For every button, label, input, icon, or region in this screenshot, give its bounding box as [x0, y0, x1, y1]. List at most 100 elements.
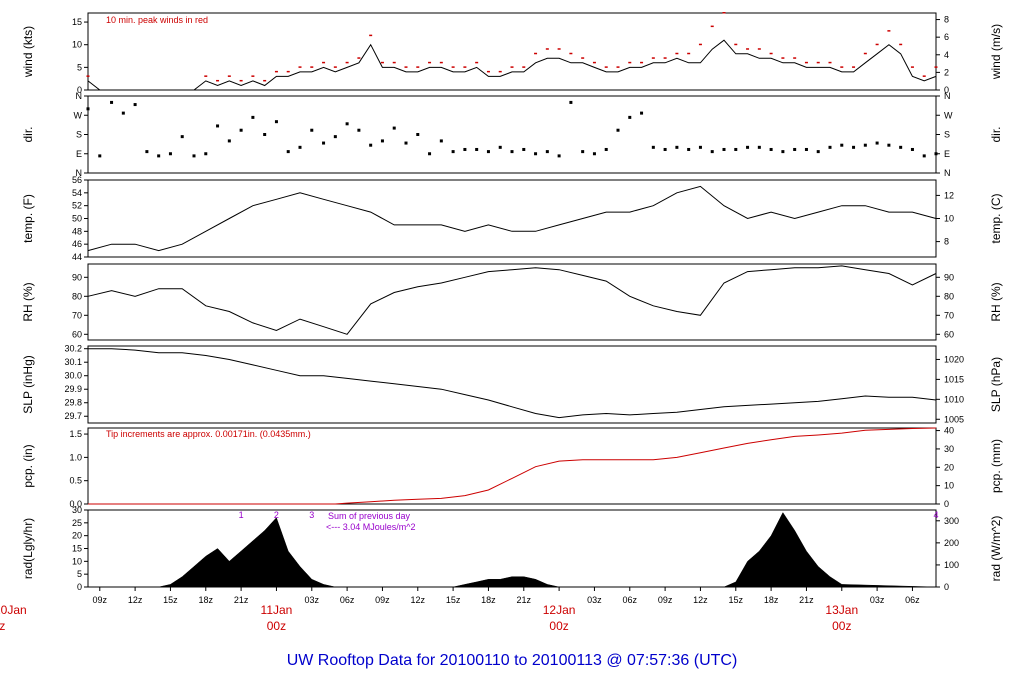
rad-left-tick-label: 15 — [72, 544, 82, 554]
wind-peak-mark — [769, 52, 773, 55]
x-day-label: 11Jan — [261, 603, 293, 617]
dir-point — [98, 154, 102, 158]
rh-right-tick-label: 80 — [944, 291, 954, 301]
wind-peak-mark — [322, 61, 326, 64]
rh-left-tick-label: 90 — [72, 272, 82, 282]
temp-left-tick-label: 46 — [72, 239, 82, 249]
x-tick-label: 21z — [799, 595, 814, 605]
slp-frame — [87, 345, 937, 424]
x-tick-label: 03z — [587, 595, 602, 605]
wind-peak-mark — [922, 75, 926, 77]
wind-peak-mark — [345, 61, 349, 64]
dir-point — [922, 154, 926, 158]
dir-left-tick-label: W — [74, 110, 83, 120]
dir-left-tick-label: S — [76, 130, 82, 140]
dir-point — [216, 124, 220, 128]
dir-point — [463, 147, 467, 151]
pcp-frame — [87, 427, 937, 505]
rh-right-tick-label: 60 — [944, 329, 954, 339]
dir-point — [675, 145, 679, 149]
wind-peak-mark — [263, 79, 267, 82]
rad-left-tick-label: 30 — [72, 505, 82, 515]
temp-left-tick-label: 50 — [72, 214, 82, 224]
rad-sum-title: Sum of previous day — [328, 511, 411, 521]
temp-series-line — [87, 185, 937, 252]
slp-panel: 29.7 29.8 29.9 30.0 30.1 30.2 1005 1010 1015 1020… — [21, 344, 1003, 425]
x-tick-label: 21z — [517, 595, 532, 605]
slp-left-tick-label: 29.8 — [64, 398, 82, 408]
dir-point — [227, 139, 231, 143]
rad-left-tick-label: 5 — [77, 569, 82, 579]
dir-frame — [87, 95, 937, 174]
wind-peak-mark — [581, 57, 585, 59]
rad-left-tick-label: 0 — [77, 582, 82, 592]
dir-point — [581, 150, 585, 154]
x-day-hour-label-clipped: 00z — [0, 619, 5, 633]
dir-point — [310, 128, 314, 132]
wind-peak-mark — [86, 75, 90, 77]
dir-point — [510, 150, 514, 154]
dir-point — [369, 143, 373, 147]
dir-point — [428, 152, 432, 156]
wind-peak-mark — [651, 57, 655, 59]
wind-peak-mark — [604, 66, 608, 68]
wind-peak-mark — [757, 48, 761, 50]
x-tick-label: 06z — [340, 595, 355, 605]
wind-peak-mark — [687, 52, 691, 55]
temp-left-tick-label: 52 — [72, 201, 82, 211]
wind-peak-mark — [828, 61, 832, 64]
rad-day-number: 2 — [274, 510, 279, 520]
rad-right-tick-label: 0 — [944, 582, 949, 592]
wind-peak-mark — [698, 43, 702, 46]
rh-left-tick-label: 70 — [72, 310, 82, 320]
wind-peak-mark — [910, 66, 914, 68]
dir-point — [475, 147, 479, 151]
dir-point — [263, 133, 267, 136]
rh-ylabel-left: RH (%) — [21, 282, 35, 321]
wind-peak-mark — [404, 66, 408, 68]
dir-point — [392, 126, 396, 130]
x-tick-label: 18z — [764, 595, 779, 605]
slp-ylabel-left: SLP (inHg) — [21, 355, 35, 413]
wind-peak-mark — [616, 66, 620, 68]
pcp-ylabel-left: pcp. (in) — [21, 444, 35, 487]
dir-point — [192, 154, 196, 158]
temp-ylabel-right: temp. (C) — [989, 193, 1003, 243]
dir-point — [698, 145, 702, 149]
temp-left-tick-label: 48 — [72, 226, 82, 236]
pcp-right-tick-label: 0 — [944, 499, 949, 509]
wind-series-line — [87, 39, 937, 91]
rad-sum-value: <--- 3.04 MJoules/m^2 — [326, 522, 416, 532]
wind-peak-mark — [298, 66, 302, 68]
dir-point — [416, 133, 420, 136]
wind-peak-mark — [746, 48, 750, 50]
wind-peak-mark — [251, 75, 255, 77]
rh-series-line — [87, 265, 937, 335]
wind-left-tick-label: 5 — [77, 62, 82, 72]
dir-point — [710, 150, 714, 154]
rad-area — [88, 512, 937, 588]
wind-panel: 0 5 10 15 0 2 4 6 8 wind (kts) wind (m/s) 10 min. p… — [21, 12, 1003, 95]
wind-left-tick-label: 0 — [77, 85, 82, 95]
wind-peak-mark — [475, 61, 479, 64]
x-tick-label: 06z — [905, 595, 920, 605]
x-tick-label: 15z — [729, 595, 744, 605]
dir-ylabel-left: dir. — [21, 126, 35, 142]
dir-point — [875, 141, 879, 145]
x-tick-label: 03z — [305, 595, 320, 605]
x-day-label: 13Jan — [825, 603, 858, 617]
x-tick-label: 06z — [623, 595, 638, 605]
dir-point — [110, 100, 114, 104]
wind-peak-mark — [793, 57, 797, 59]
pcp-left-tick-label: 0.0 — [69, 499, 82, 509]
wind-peak-mark — [734, 43, 738, 46]
pcp-right-tick-label: 40 — [944, 426, 954, 436]
rad-day-number: 3 — [309, 510, 314, 520]
temp-left-tick-label: 56 — [72, 175, 82, 185]
wind-peak-mark — [875, 43, 879, 46]
rad-day-number: 4 — [933, 510, 938, 520]
rad-day-number: 1 — [239, 510, 244, 520]
slp-ylabel-right: SLP (hPa) — [989, 357, 1003, 412]
x-tick-label: 09z — [375, 595, 390, 605]
rh-right-tick-label: 70 — [944, 310, 954, 320]
